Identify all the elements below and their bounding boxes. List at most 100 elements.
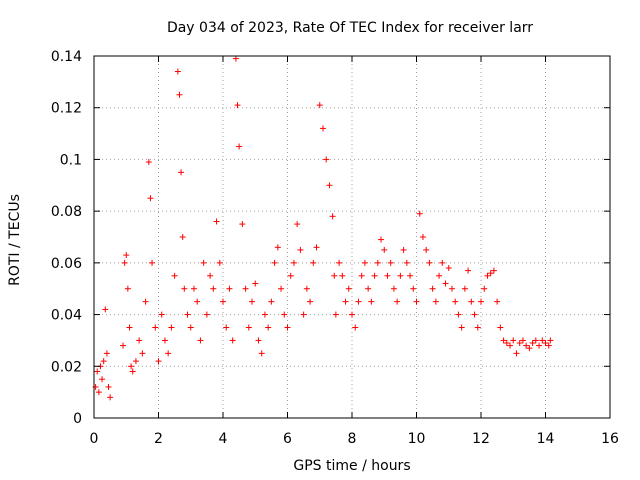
data-point xyxy=(526,345,533,352)
tick-layer: 0 2 4 6 8 10 12 14 16 0 0.02 0.04 0.06 0.08 0.1 0.12 0.1… xyxy=(51,49,619,447)
data-point xyxy=(455,311,462,318)
data-point xyxy=(319,125,326,132)
data-point xyxy=(294,221,301,228)
data-point xyxy=(297,246,304,253)
data-point xyxy=(303,285,310,292)
x-axis-label: GPS time / hours xyxy=(293,458,410,474)
data-point xyxy=(345,285,352,292)
data-point xyxy=(100,358,107,365)
data-point xyxy=(407,272,414,279)
data-point xyxy=(368,298,375,305)
data-point xyxy=(487,270,494,277)
data-points xyxy=(92,55,554,401)
data-point xyxy=(310,259,317,266)
data-point xyxy=(432,298,439,305)
data-point xyxy=(513,350,520,357)
data-point xyxy=(271,259,278,266)
data-point xyxy=(128,363,135,370)
data-point xyxy=(403,259,410,266)
x-tick-label: 10 xyxy=(408,431,426,447)
data-point xyxy=(416,210,423,217)
data-point xyxy=(461,285,468,292)
data-point xyxy=(152,324,159,331)
data-point xyxy=(371,272,378,279)
data-point xyxy=(445,265,452,272)
data-point xyxy=(397,272,404,279)
data-point xyxy=(484,272,491,279)
data-point xyxy=(481,285,488,292)
data-point xyxy=(378,236,385,243)
data-point xyxy=(258,350,265,357)
data-point xyxy=(179,234,186,240)
data-point xyxy=(313,244,320,251)
x-tick-label: 12 xyxy=(472,431,490,447)
data-point xyxy=(120,342,127,349)
data-point xyxy=(213,218,220,225)
data-point xyxy=(452,298,459,305)
data-point xyxy=(107,394,114,401)
data-point xyxy=(149,259,156,266)
data-point xyxy=(384,272,391,279)
data-point xyxy=(255,337,262,344)
data-point xyxy=(423,246,430,253)
data-point xyxy=(536,342,543,349)
data-point xyxy=(126,324,133,331)
data-point xyxy=(102,306,109,313)
data-point xyxy=(300,311,307,318)
data-point xyxy=(390,285,397,292)
data-point xyxy=(355,298,362,305)
data-point xyxy=(281,311,288,318)
data-point xyxy=(268,298,275,305)
data-point xyxy=(426,259,433,266)
data-point xyxy=(394,298,401,305)
data-point xyxy=(323,156,330,163)
data-point xyxy=(236,143,243,150)
data-point xyxy=(229,337,236,344)
data-point xyxy=(503,340,510,347)
x-tick-label: 4 xyxy=(219,431,228,447)
y-tick-label: 0 xyxy=(73,411,82,427)
data-point xyxy=(121,259,128,266)
data-point xyxy=(419,234,426,240)
data-point xyxy=(361,259,368,266)
data-point xyxy=(547,337,554,344)
x-tick-label: 0 xyxy=(90,431,99,447)
data-point xyxy=(278,285,285,292)
data-point xyxy=(326,182,333,189)
data-point xyxy=(413,298,420,305)
data-point xyxy=(129,368,136,375)
data-point xyxy=(239,221,246,228)
y-tick-label: 0.02 xyxy=(51,359,82,375)
data-point xyxy=(331,272,338,279)
data-point xyxy=(103,350,110,357)
data-point xyxy=(207,272,214,279)
x-tick-label: 2 xyxy=(154,431,163,447)
x-tick-label: 16 xyxy=(601,431,619,447)
data-point xyxy=(342,298,349,305)
data-point xyxy=(519,337,526,344)
data-point xyxy=(439,259,446,266)
data-point xyxy=(124,285,131,292)
data-point xyxy=(458,324,465,331)
data-point xyxy=(542,340,549,347)
data-point xyxy=(387,259,394,266)
data-point xyxy=(158,311,165,318)
data-point xyxy=(147,195,154,202)
data-point xyxy=(490,267,497,274)
data-point xyxy=(500,337,507,344)
data-point xyxy=(190,285,197,292)
data-point xyxy=(155,358,162,365)
chart-title: Day 034 of 2023, Rate Of TEC Index for r… xyxy=(167,20,533,36)
x-tick-label: 14 xyxy=(537,431,555,447)
data-point xyxy=(161,337,168,344)
data-point xyxy=(529,340,536,347)
data-point xyxy=(187,324,194,331)
data-point xyxy=(165,350,172,357)
data-point xyxy=(545,342,552,349)
data-point xyxy=(242,285,249,292)
data-point xyxy=(532,337,539,344)
data-point xyxy=(261,311,268,318)
data-point xyxy=(94,368,101,375)
data-point xyxy=(234,102,241,109)
data-point xyxy=(307,298,314,305)
